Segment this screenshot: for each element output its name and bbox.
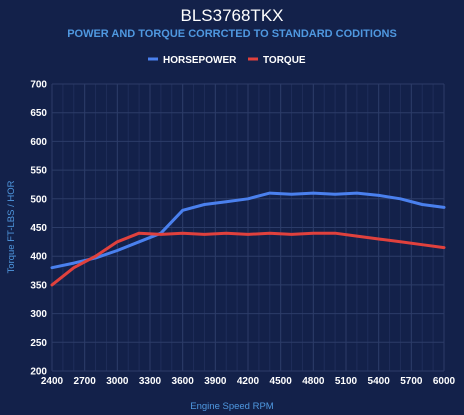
x-tick-label: 3300 [139,376,162,387]
y-tick-label: 700 [30,80,47,91]
y-tick-label: 500 [30,194,47,205]
y-tick-label: 650 [30,108,47,119]
x-tick-label: 5700 [400,376,423,387]
chart-subtitle: POWER AND TORQUE CORRCTED TO STANDARD CO… [67,28,397,40]
x-tick-label: 4500 [270,376,293,387]
y-tick-label: 300 [30,309,47,320]
x-tick-label: 4800 [302,376,325,387]
legend-label-torque[interactable]: TORQUE [263,55,306,66]
x-axis-ticks: 2400 2700 3000 3300 3600 3900 4200 4500 4800 5100… [41,376,456,387]
series-line-horsepower [50,191,446,270]
y-axis-title: Torque FT-LBS / HOR [6,180,17,273]
chart-legend: HORSEPOWER TORQUE [148,55,306,66]
series-line-torque [50,231,446,287]
y-tick-label: 400 [30,252,47,263]
x-tick-label: 3900 [204,376,227,387]
y-tick-label: 550 [30,166,47,177]
chart-title: BLS3768TKX [180,6,283,25]
x-tick-label: 3600 [172,376,195,387]
x-tick-label: 2700 [74,376,97,387]
y-tick-label: 200 [30,367,47,378]
legend-label-horsepower[interactable]: HORSEPOWER [163,55,237,66]
series-lines [50,191,446,287]
x-axis-title: Engine Speed RPM [190,401,274,412]
y-tick-label: 350 [30,280,47,291]
y-tick-label: 600 [30,137,47,148]
y-tick-label: 450 [30,223,47,234]
x-tick-label: 3000 [106,376,129,387]
x-tick-label: 5400 [368,376,391,387]
y-axis-ticks: 200 250 300 350 400 450 500 550 600 650 700 [30,80,47,378]
y-tick-label: 250 [30,338,47,349]
grid-lines [51,83,445,372]
x-tick-label: 5100 [335,376,358,387]
x-tick-label: 2400 [41,376,64,387]
x-tick-label: 4200 [237,376,260,387]
x-tick-label: 6000 [433,376,456,387]
